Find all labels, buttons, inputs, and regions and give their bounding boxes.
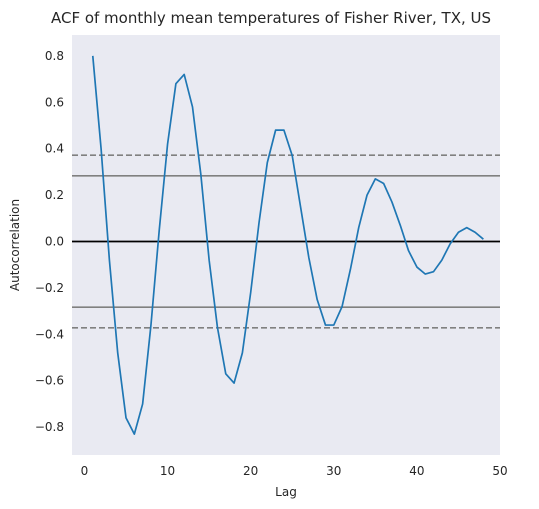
chart-title: ACF of monthly mean temperatures of Fish… (51, 9, 491, 27)
x-tick-label: 0 (81, 464, 89, 478)
y-tick-label: 0.8 (45, 49, 64, 63)
y-tick-label: −0.8 (35, 420, 64, 434)
x-tick-label: 30 (326, 464, 341, 478)
y-tick-label: 0.2 (45, 188, 64, 202)
y-axis-ticks: −0.8 −0.6 −0.4 −0.2 0.0 0.2 0.4 0.6 0.8 (35, 49, 64, 434)
y-tick-label: 0.6 (45, 95, 64, 109)
x-axis-ticks: 0 10 20 30 40 50 (81, 464, 508, 478)
x-tick-label: 20 (243, 464, 258, 478)
x-tick-label: 50 (492, 464, 507, 478)
x-axis-label: Lag (275, 485, 297, 499)
plot-area (72, 35, 500, 455)
y-axis-label: Autocorrelation (8, 199, 22, 291)
y-tick-label: 0.0 (45, 235, 64, 249)
y-tick-label: −0.4 (35, 327, 64, 341)
x-tick-label: 10 (160, 464, 175, 478)
y-tick-label: −0.6 (35, 374, 64, 388)
y-tick-label: −0.2 (35, 281, 64, 295)
acf-series-line (91, 55, 484, 435)
y-tick-label: 0.4 (45, 142, 64, 156)
reference-lines (72, 154, 500, 329)
x-tick-label: 40 (409, 464, 424, 478)
